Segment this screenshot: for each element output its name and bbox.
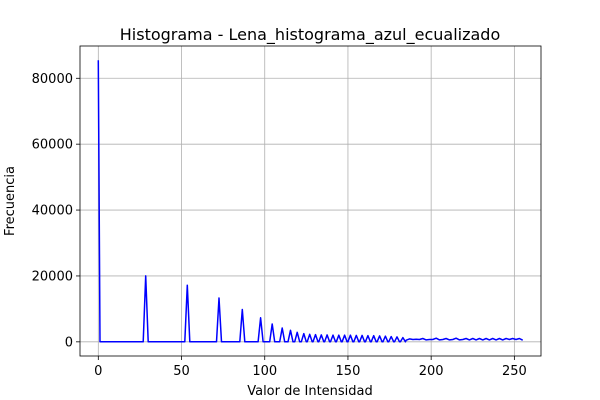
x-tick-label: 50	[173, 364, 190, 379]
y-tick-label: 20000	[32, 269, 73, 284]
x-tick-label: 150	[336, 364, 361, 379]
grid-lines	[80, 46, 541, 356]
data-series	[97, 60, 524, 343]
y-tick-label: 40000	[32, 204, 73, 219]
plot-frame	[79, 45, 542, 357]
axis-ticks: 0 50 100 150 200 250 0 20000 40000 60000 80000	[32, 72, 527, 379]
y-axis-label: Frecuencia	[3, 166, 18, 236]
y-tick-label: 60000	[32, 138, 73, 153]
y-tick-label: 0	[65, 335, 73, 350]
y-tick-label: 80000	[32, 72, 73, 87]
histogram-line	[97, 60, 524, 343]
chart-title: Histograma - Lena_histograma_azul_ecuali…	[120, 25, 501, 45]
x-tick-label: 250	[502, 364, 527, 379]
x-tick-label: 100	[252, 364, 277, 379]
x-tick-label: 200	[419, 364, 444, 379]
x-tick-label: 0	[94, 364, 102, 379]
x-axis-label: Valor de Intensidad	[247, 384, 373, 399]
